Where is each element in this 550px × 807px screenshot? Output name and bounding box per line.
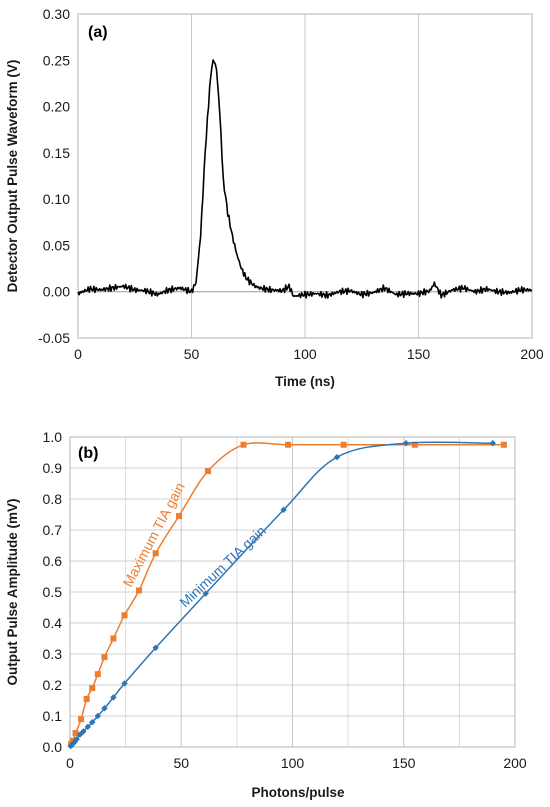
panel-a-y-tick-labels: -0.05 0.00 0.05 0.10 0.15 0.20 0.25 0.30 <box>38 6 70 346</box>
x-tick-label: 0 <box>66 755 74 771</box>
y-tick-label: 0.6 <box>43 553 63 569</box>
panel-a-x-tick-labels: 0 50 100 150 200 <box>74 346 544 362</box>
panel-b-series <box>67 440 507 750</box>
min-gain-marker <box>110 694 117 701</box>
min-gain-marker <box>101 705 108 712</box>
min-gain-marker <box>71 739 78 746</box>
y-tick-label: 0.20 <box>43 99 70 115</box>
max-gain-marker <box>135 587 142 594</box>
max-gain-marker <box>240 441 247 448</box>
min-gain-marker <box>89 719 96 726</box>
min-gain-marker <box>121 680 128 687</box>
min-gain-marker <box>80 728 87 735</box>
min-gain-marker <box>202 590 209 597</box>
series-label-minimum-tia-gain: Minimum TIA gain <box>176 522 269 610</box>
max-gain-marker <box>152 550 159 557</box>
max-gain-marker <box>110 635 117 642</box>
panel-a-gridlines <box>191 14 419 338</box>
panel-b-label: (b) <box>78 445 98 462</box>
min-gain-marker <box>489 440 496 447</box>
panel-b-x-tick-labels: 0 50 100 150 200 <box>66 755 527 771</box>
min-gain-marker <box>73 736 80 743</box>
max-gain-marker <box>101 654 108 661</box>
panel-a-label: (a) <box>88 24 108 41</box>
x-tick-label: 200 <box>503 755 527 771</box>
y-tick-label: 0.10 <box>43 191 70 207</box>
x-tick-label: 50 <box>184 346 200 362</box>
min-gain-marker <box>94 712 102 720</box>
panel-a-series <box>77 59 533 299</box>
min-gain-marker <box>84 723 91 731</box>
min-gain-marker <box>280 506 287 514</box>
panel-b-gridlines <box>70 437 515 747</box>
x-tick-label: 150 <box>407 346 431 362</box>
y-tick-label: 0.05 <box>43 237 70 253</box>
max-gain-marker <box>285 441 292 448</box>
panel-b-plot-border <box>69 436 516 748</box>
max-gain-marker <box>340 441 347 448</box>
panel-b-y-axis-label: Output Pulse Amplitude (mV) <box>5 499 20 686</box>
panel-a-chart: 0 50 100 150 200 -0.05 0.00 0.05 0.10 0.15 0.20 0.… <box>5 6 544 389</box>
x-tick-label: 50 <box>173 755 189 771</box>
max-gain-marker <box>121 612 128 619</box>
min-gain-marker <box>333 453 341 461</box>
panel-b-chart: 0 50 100 150 200 0.0 0.1 0.2 0.3 0.4 0.5 0.6 0.7 0.8… <box>5 429 527 800</box>
panel-a-y-axis-label: Detector Output Pulse Waveform (V) <box>5 60 20 293</box>
max-gain-marker <box>83 695 90 702</box>
y-tick-label: 0.1 <box>43 708 63 724</box>
x-tick-label: 100 <box>293 346 317 362</box>
max-gain-marker <box>78 716 85 723</box>
max-gain-marker <box>500 441 507 448</box>
min-gain-marker <box>402 440 410 447</box>
max-gain-marker <box>411 441 418 448</box>
y-tick-label: 0.00 <box>43 284 70 300</box>
y-tick-label: 0.0 <box>43 739 63 755</box>
max-gain-marker <box>89 685 96 692</box>
max-gain-marker <box>72 730 79 737</box>
y-tick-label: 0.7 <box>43 522 63 538</box>
max-gain-marker <box>94 671 101 678</box>
y-tick-label: 1.0 <box>43 429 63 445</box>
y-tick-label: 0.15 <box>43 145 70 161</box>
y-tick-label: 0.25 <box>43 52 70 68</box>
x-tick-label: 100 <box>281 755 305 771</box>
y-tick-label: 0.30 <box>43 6 70 22</box>
y-tick-label: 0.3 <box>43 646 63 662</box>
series-label-maximum-tia-gain: Maximum TIA gain <box>119 480 187 590</box>
panel-b-x-axis-label: Photons/pulse <box>251 785 344 800</box>
max-gain-marker <box>204 468 211 475</box>
panel-b-y-tick-labels: 0.0 0.1 0.2 0.3 0.4 0.5 0.6 0.7 0.8 0.9 1.0 <box>43 429 63 755</box>
x-tick-label: 150 <box>392 755 416 771</box>
y-tick-label: 0.4 <box>43 615 63 631</box>
min-gain-line <box>70 441 493 747</box>
x-tick-label: 200 <box>520 346 544 362</box>
panel-a-x-axis-label: Time (ns) <box>275 374 335 389</box>
y-tick-label: -0.05 <box>38 330 70 346</box>
min-gain-marker <box>152 644 159 651</box>
max-gain-marker <box>176 513 183 520</box>
y-tick-label: 0.9 <box>43 460 63 476</box>
panel-a-plot-border <box>77 13 533 339</box>
min-gain-marker <box>69 740 76 748</box>
y-tick-label: 0.2 <box>43 677 63 693</box>
x-tick-label: 0 <box>74 346 82 362</box>
waveform-line <box>77 59 533 299</box>
y-tick-label: 0.8 <box>43 491 63 507</box>
min-gain-marker <box>76 731 84 738</box>
y-tick-label: 0.5 <box>43 584 63 600</box>
